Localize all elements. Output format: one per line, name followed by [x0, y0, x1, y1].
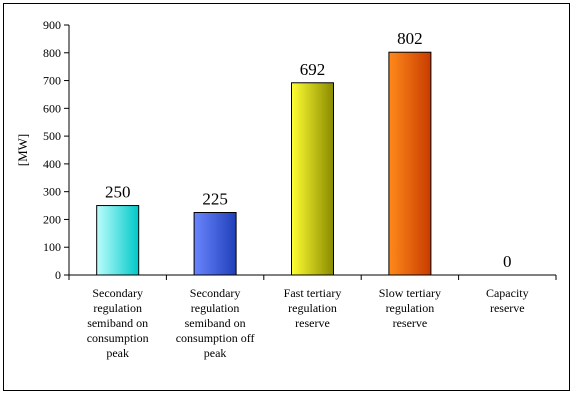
axes: 0100200300400500600700800900Secondaryreg…	[43, 18, 557, 360]
x-tick-label: regulation	[191, 301, 240, 315]
x-tick-label: regulation	[386, 301, 435, 315]
y-tick-label: 800	[43, 46, 61, 60]
y-tick-label: 400	[43, 157, 61, 171]
x-tick-label: reserve	[393, 316, 428, 330]
data-label: 250	[105, 183, 131, 202]
x-tick-label: Slow tertiary	[379, 286, 441, 300]
y-tick-label: 100	[43, 240, 61, 254]
x-tick-label: peak	[106, 346, 129, 360]
y-tick-label: 0	[55, 268, 61, 282]
bar	[193, 212, 237, 276]
x-tick-label: semiband on	[87, 316, 148, 330]
x-tick-label: regulation	[93, 301, 142, 315]
y-tick-label: 600	[43, 101, 61, 115]
x-tick-label: peak	[204, 346, 227, 360]
x-tick-label: Secondary	[190, 286, 241, 300]
y-tick-label: 500	[43, 129, 61, 143]
x-tick-label: regulation	[288, 301, 337, 315]
x-tick-label: consumption	[87, 331, 149, 345]
bar	[388, 51, 432, 276]
bar	[96, 205, 140, 276]
x-tick-label: reserve	[295, 316, 330, 330]
chart-frame	[3, 3, 570, 391]
x-tick-label: semiband on	[185, 316, 246, 330]
bar	[291, 82, 334, 276]
x-tick-label: reserve	[490, 301, 525, 315]
y-tick-label: 300	[43, 185, 61, 199]
y-tick-label: 900	[43, 18, 61, 32]
x-tick-label: Capacity	[486, 286, 529, 300]
data-label: 802	[397, 29, 423, 48]
data-label: 225	[202, 190, 228, 209]
data-label: 692	[300, 60, 326, 79]
y-tick-label: 700	[43, 74, 61, 88]
y-tick-label: 200	[43, 212, 61, 226]
y-axis-label: [MW]	[15, 134, 30, 167]
data-label: 0	[503, 252, 512, 271]
x-tick-label: Secondary	[92, 286, 143, 300]
bars: 250 225 692 802 0	[96, 29, 512, 276]
x-tick-label: Fast tertiary	[284, 286, 342, 300]
x-tick-label: consumption off	[176, 331, 255, 345]
